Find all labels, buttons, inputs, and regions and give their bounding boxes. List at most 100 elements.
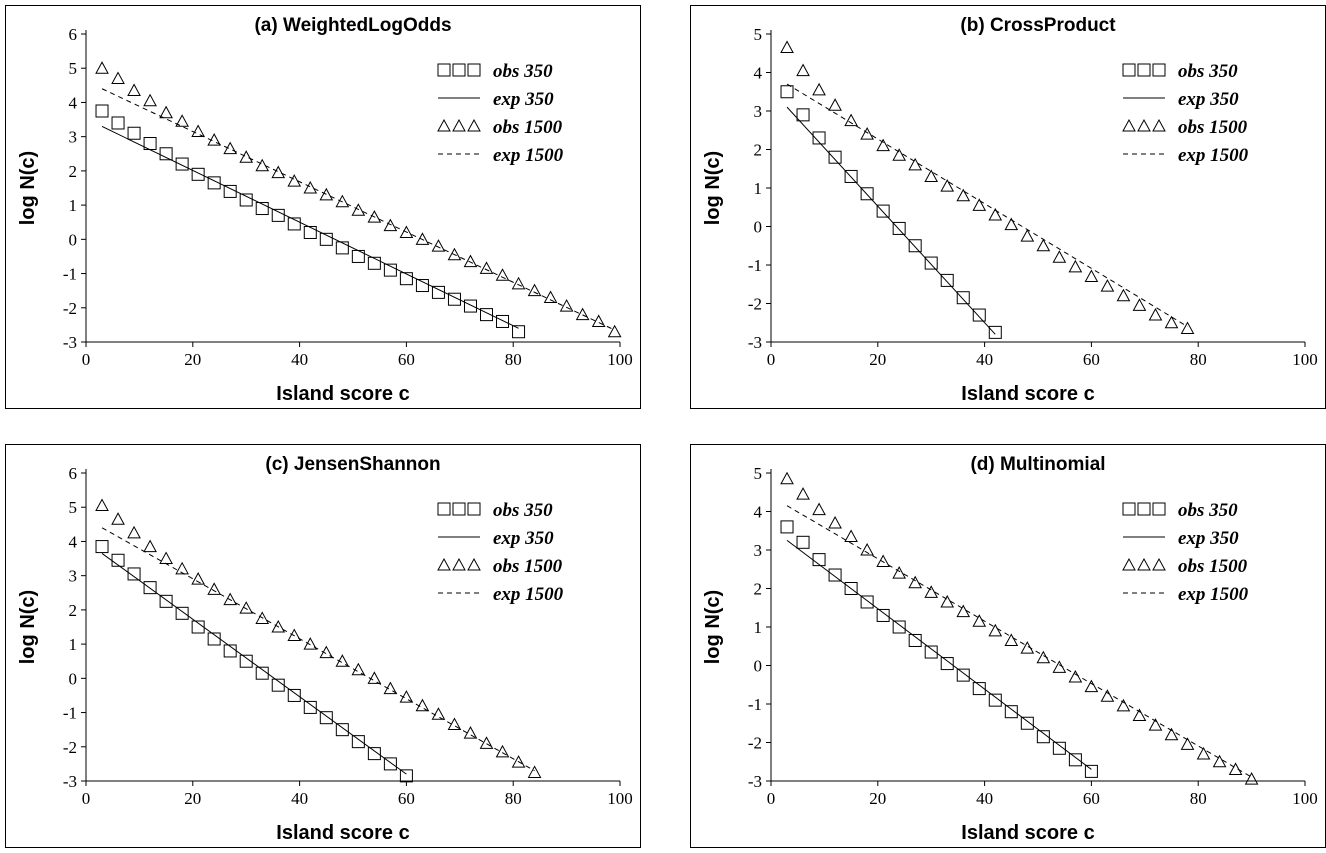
data-point [287,628,302,642]
data-point [1004,633,1019,646]
legend-label: obs 1500 [1178,117,1248,138]
data-point [335,194,350,208]
data-point [1180,321,1195,335]
data-point [908,239,922,253]
data-point [239,150,254,163]
data-point [175,561,189,575]
series-obs-350 [780,520,1098,778]
y-tick-label: -1 [748,695,762,714]
y-tick-label: -2 [748,734,762,753]
data-point [271,208,285,222]
legend-label: exp 1500 [493,584,564,605]
legend-marker-swatch [437,118,451,132]
y-tick-label: 0 [69,230,78,249]
x-tick-label: 0 [82,789,91,808]
data-point [415,232,430,245]
data-point [780,520,794,534]
y-axis-label: log N(c) [702,590,724,664]
legend-marker-swatch [467,502,481,516]
chart-svg-c: 0 20 40 60 80 100 -3 -2 -1 0 1 2 3 4 5 6 (c) JensenShann… [17,454,633,844]
y-tick-label: -3 [63,772,77,791]
legend-marker-swatch [1122,502,1136,516]
legend-label: obs 1500 [493,556,563,577]
series-obs-350 [95,540,413,783]
x-tick-label: 40 [291,350,308,369]
data-point [95,61,109,74]
data-point [972,308,986,322]
legend-marker-swatch [1152,502,1166,516]
data-point [796,535,810,549]
x-tick-label: 60 [1083,350,1100,369]
chart-title: (a) WeightedLogOdds [254,15,451,36]
data-point [463,299,477,313]
chart-panel-d: 0 20 40 60 80 100 -3 -2 -1 0 1 2 3 4 5 (d) Multinomial I… [690,444,1326,848]
x-tick-label: 60 [398,350,415,369]
data-point [988,207,1003,221]
y-tick-label: -3 [748,772,762,791]
data-point [812,82,826,96]
data-point [527,283,542,297]
data-point [127,567,141,581]
data-point [780,471,794,485]
data-point [383,218,398,232]
legend: obs 350 exp 350 obs 1500 exp 1500 [437,500,564,605]
data-point [828,516,842,529]
legend-marker-swatch [452,118,466,132]
legend: obs 350 exp 350 obs 1500 exp 1500 [1122,500,1249,605]
y-tick-label: 1 [69,196,78,215]
x-tick-label: 40 [976,350,993,369]
data-point [399,272,413,286]
data-point [287,217,301,231]
data-point [812,553,826,567]
x-tick-label: 20 [184,350,201,369]
x-tick-label: 60 [1083,789,1100,808]
data-point [908,633,922,647]
data-point [335,241,349,255]
data-point [367,210,382,223]
x-tick-label: 20 [869,350,886,369]
data-point [480,308,493,322]
legend-marker-swatch [1152,118,1166,132]
legend-marker-swatch [467,63,481,77]
legend-marker-swatch [1137,63,1151,77]
fit-line [101,125,519,329]
x-tick-label: 40 [291,789,308,808]
data-point [191,572,205,585]
data-point [1132,708,1147,722]
x-tick-label: 0 [767,350,776,369]
data-point [239,601,254,614]
series-obs-350 [95,104,526,339]
data-point [1100,689,1115,702]
chart-svg-b: 0 20 40 60 80 100 -3 -2 -1 0 1 2 3 4 5 (b) CrossProduct… [702,15,1318,405]
data-point [495,744,510,758]
data-point [303,225,317,239]
data-point [447,247,462,261]
data-point [319,187,334,201]
data-point [159,147,173,161]
data-point [780,85,794,99]
y-tick-label: 5 [69,498,78,517]
x-tick-label: 80 [1190,350,1207,369]
data-point [796,108,810,122]
data-point [972,198,987,211]
legend-item: exp 1500 [1123,145,1249,166]
x-tick-label: 100 [1292,789,1318,808]
y-tick-label: 1 [754,618,763,637]
fit-line [101,527,535,772]
series-exp-350 [101,125,519,329]
legend-label: obs 350 [493,61,553,82]
legend-item: obs 1500 [437,117,563,138]
data-point [463,254,478,268]
series-obs-1500 [95,61,622,338]
x-tick-label: 80 [1190,789,1207,808]
chart-title: (d) Multinomial [970,454,1105,475]
legend-item: obs 350 [437,500,553,521]
series-exp-350 [101,553,407,775]
data-point [876,138,890,152]
data-point [95,104,109,118]
fit-line [101,88,615,331]
data-point [127,525,141,539]
legend-marker-swatch [437,63,451,77]
data-point [191,124,205,138]
fit-line [786,539,1092,770]
